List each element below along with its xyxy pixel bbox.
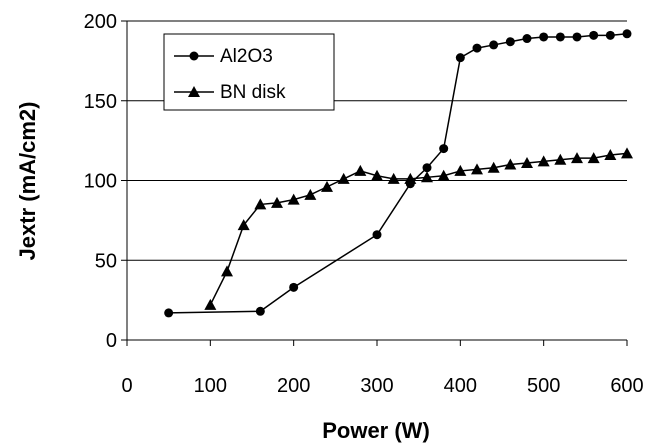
legend-label-bn-disk: BN disk bbox=[220, 82, 286, 103]
data-point-al2o3 bbox=[572, 32, 582, 42]
series-layer bbox=[164, 29, 633, 318]
data-point-al2o3 bbox=[255, 306, 265, 316]
data-point-al2o3 bbox=[555, 32, 565, 42]
data-point-bn-disk bbox=[271, 196, 283, 208]
data-point-bn-disk bbox=[354, 164, 367, 176]
data-point-bn-disk bbox=[387, 172, 400, 184]
x-tick-label-400: 400 bbox=[444, 375, 477, 397]
x-tick-label-600: 600 bbox=[610, 375, 643, 397]
data-point-bn-disk bbox=[621, 147, 633, 159]
data-point-al2o3 bbox=[455, 53, 465, 63]
data-point-al2o3 bbox=[539, 32, 549, 42]
data-point-bn-disk bbox=[487, 161, 500, 173]
x-tick-label-500: 500 bbox=[527, 375, 560, 397]
data-point-bn-disk bbox=[404, 172, 417, 184]
data-point-al2o3 bbox=[472, 43, 482, 53]
data-point-al2o3 bbox=[422, 163, 432, 173]
data-point-al2o3 bbox=[522, 34, 532, 44]
x-tick-label-100: 100 bbox=[194, 375, 227, 397]
data-point-bn-disk bbox=[537, 155, 550, 167]
data-point-bn-disk bbox=[471, 163, 483, 175]
data-point-bn-disk bbox=[287, 193, 300, 205]
axes bbox=[121, 20, 628, 346]
data-point-bn-disk bbox=[521, 156, 533, 168]
data-point-al2o3 bbox=[372, 230, 382, 240]
data-point-bn-disk bbox=[571, 152, 583, 164]
legend-marker-bn-disk bbox=[188, 86, 200, 97]
x-tick-label-300: 300 bbox=[360, 375, 393, 397]
y-tick-label-150: 150 bbox=[84, 91, 117, 113]
x-tick-label-200: 200 bbox=[277, 375, 310, 397]
data-point-al2o3 bbox=[289, 282, 299, 292]
data-point-al2o3 bbox=[505, 37, 515, 47]
data-point-bn-disk bbox=[604, 148, 617, 160]
series-bn-disk bbox=[204, 147, 633, 310]
data-point-al2o3 bbox=[489, 40, 499, 50]
data-point-al2o3 bbox=[164, 308, 174, 318]
data-point-al2o3 bbox=[605, 30, 615, 40]
y-tick-labels: 0 50 100 150 200 bbox=[84, 11, 117, 352]
data-point-bn-disk bbox=[504, 158, 517, 170]
data-point-al2o3 bbox=[589, 30, 599, 40]
x-axis-title: Power (W) bbox=[322, 418, 430, 443]
y-tick-label-200: 200 bbox=[84, 11, 117, 33]
y-tick-label-50: 50 bbox=[95, 250, 117, 272]
data-point-bn-disk bbox=[221, 265, 233, 277]
y-axis-title: Jextr (mA/cm2) bbox=[15, 102, 40, 261]
x-tick-label-0: 0 bbox=[121, 375, 132, 397]
data-point-bn-disk bbox=[587, 152, 600, 164]
data-point-bn-disk bbox=[454, 164, 467, 176]
y-tick-label-0: 0 bbox=[106, 330, 117, 352]
data-point-bn-disk bbox=[421, 171, 433, 183]
legend-label-al2o3: Al2O3 bbox=[220, 46, 273, 67]
data-point-bn-disk bbox=[304, 188, 317, 200]
data-point-bn-disk bbox=[321, 180, 333, 192]
x-tick-labels: 0 100 200 300 400 500 600 bbox=[121, 375, 643, 397]
data-point-bn-disk bbox=[254, 198, 267, 210]
data-point-bn-disk bbox=[437, 169, 450, 181]
legend-box bbox=[163, 33, 335, 111]
data-point-al2o3 bbox=[439, 144, 449, 154]
data-point-bn-disk bbox=[371, 169, 383, 181]
legend-marker-al2o3 bbox=[189, 51, 199, 61]
data-point-bn-disk bbox=[337, 172, 350, 184]
data-point-bn-disk bbox=[554, 153, 567, 165]
legend: Al2O3 BN disk bbox=[163, 33, 335, 111]
series-al2o3 bbox=[164, 29, 632, 318]
data-point-al2o3 bbox=[622, 29, 632, 39]
data-point-bn-disk bbox=[204, 298, 217, 310]
y-tick-label-100: 100 bbox=[84, 171, 117, 193]
data-point-bn-disk bbox=[237, 219, 250, 231]
